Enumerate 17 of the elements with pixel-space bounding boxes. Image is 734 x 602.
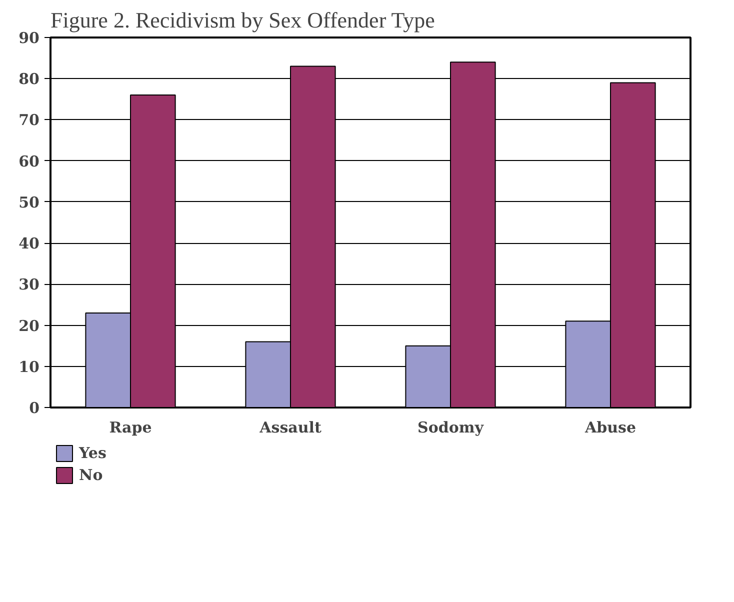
y-tick-label: 80: [18, 70, 40, 88]
x-tick-label: Abuse: [584, 418, 636, 436]
chart-title: Figure 2. Recidivism by Sex Offender Type: [50, 8, 435, 32]
y-tick-label: 50: [18, 193, 40, 212]
legend-label: No: [79, 466, 103, 484]
y-tick-label: 90: [18, 29, 40, 47]
y-tick-label: 0: [29, 399, 40, 417]
x-tick-label: Sodomy: [418, 418, 485, 436]
y-tick-label: 40: [18, 234, 40, 253]
y-tick-label: 70: [18, 111, 40, 130]
y-tick-label: 60: [18, 152, 40, 170]
legend-label: Yes: [79, 444, 106, 462]
y-tick-label: 30: [18, 276, 40, 294]
x-tick-label: Rape: [109, 418, 152, 436]
y-tick-label: 20: [18, 316, 40, 335]
y-tick-label: 10: [18, 358, 40, 376]
x-tick-label: Assault: [258, 418, 322, 436]
